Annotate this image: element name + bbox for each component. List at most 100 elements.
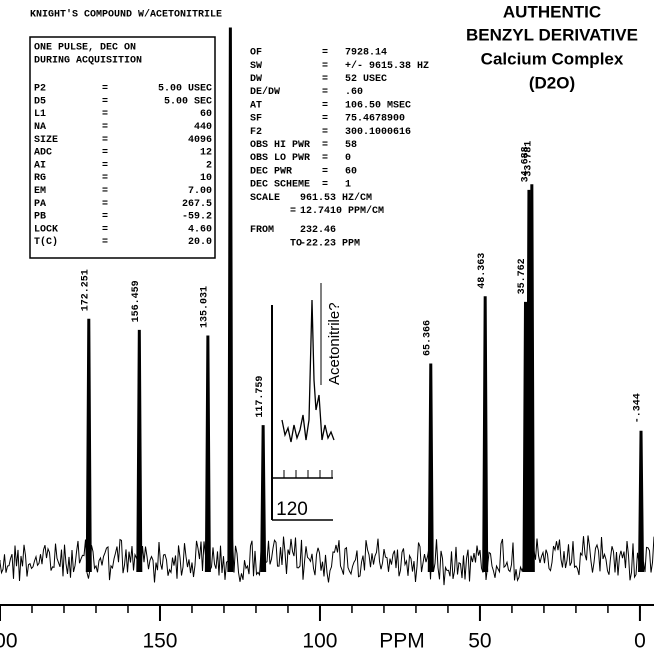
peak (260, 425, 267, 573)
param-key: AT (250, 100, 262, 111)
param-key: TO (290, 238, 302, 249)
param-sep: = (322, 153, 328, 164)
param-sep: = (322, 127, 328, 138)
param-key: PA (34, 199, 46, 210)
param-sep: = (102, 186, 108, 197)
param-sep: = (102, 173, 108, 184)
param-value: +/- 9615.38 HZ (345, 60, 429, 72)
param-value: 4.60 (188, 224, 212, 235)
param-key: AI (34, 160, 46, 171)
param-sep: = (102, 96, 108, 107)
param-value: 60 (200, 109, 212, 120)
x-tick-label: 100 (302, 630, 337, 653)
param-sep: = (102, 135, 108, 146)
param-value: 10 (200, 173, 212, 184)
param-sep: = (322, 100, 328, 111)
param-value: 5.00 USEC (158, 84, 212, 95)
param-sep: = (102, 224, 108, 235)
param-key: SIZE (34, 135, 58, 146)
param-value: 1 (345, 180, 351, 191)
param-value: -22.23 PPM (300, 238, 360, 249)
param-key: DEC PWR (250, 166, 292, 177)
peak (427, 363, 434, 573)
peak (528, 184, 535, 573)
param-sep: = (102, 212, 108, 223)
x-tick-label: 50 (468, 630, 491, 653)
param-value: 60 (345, 166, 357, 177)
annotation: Calcium Complex (481, 49, 624, 68)
param-value: 300.1000616 (345, 127, 411, 138)
param-key: DE/DW (250, 86, 280, 98)
inset: Acetonitrile? 120 (271, 283, 343, 521)
param-key: EM (34, 186, 46, 197)
x-tick-label: 0 (634, 630, 646, 653)
inset-label: Acetonitrile? (326, 302, 343, 385)
param-key: OBS LO PWR (250, 153, 310, 164)
annotation: BENZYL DERIVATIVE (466, 25, 638, 44)
peak-label: 48.363 (477, 253, 488, 289)
param-key: PB (34, 212, 46, 223)
param-key: SF (250, 114, 262, 125)
param-key: T(C) (34, 236, 58, 248)
param-value: 58 (345, 140, 357, 151)
inset-tick-label: 120 (276, 499, 308, 520)
param-sep: = (102, 160, 108, 171)
param-value: 2 (206, 160, 212, 171)
peak-label: 35.762 (517, 258, 528, 294)
param-sep: = (322, 48, 328, 59)
param-sep: = (322, 61, 328, 72)
x-tick-label: 200 (0, 630, 18, 653)
param-value: 20.0 (188, 237, 212, 248)
param-value: 5.00 SEC (164, 96, 212, 107)
param-value: 267.5 (182, 199, 212, 210)
peak-label: 65.366 (422, 320, 433, 356)
param-value: .60 (345, 87, 363, 98)
peak (482, 296, 489, 573)
peak-label: 34.688 (521, 146, 532, 182)
param-sep: = (102, 148, 108, 159)
param-sep: = (102, 199, 108, 210)
param-sep: = (102, 122, 108, 133)
param-value: 961.53 HZ/CM (300, 192, 372, 204)
param-value: 12.7410 PPM/CM (300, 205, 384, 217)
param-sep: = (102, 237, 108, 248)
param-key: L1 (34, 109, 46, 120)
param-key: OBS HI PWR (250, 140, 310, 151)
param-value: 232.46 (300, 225, 336, 236)
param-value: 7.00 (188, 186, 212, 197)
param-sep: = (322, 166, 328, 177)
peak (136, 329, 143, 573)
annotation: AUTHENTIC (503, 2, 601, 21)
param-value: 0 (345, 153, 351, 164)
acq-header: DURING ACQUISITION (34, 56, 142, 67)
param-sep: = (322, 114, 328, 125)
x-tick-label: 150 (142, 630, 177, 653)
peak-label: 117.759 (255, 376, 266, 418)
peak-label: -.344 (633, 393, 644, 423)
param-key: OF (250, 48, 262, 59)
param-key: SW (250, 61, 262, 72)
param-sep: = (322, 180, 328, 191)
chart-title: KNIGHT'S COMPOUND W/ACETONITRILE (30, 9, 222, 21)
param-value: 106.50 MSEC (345, 100, 411, 111)
param-key: NA (34, 122, 46, 133)
param-key: F2 (250, 127, 262, 138)
param-key: RG (34, 173, 46, 184)
param-sep: = (322, 74, 328, 85)
param-key: = (290, 206, 296, 217)
param-sep: = (322, 87, 328, 98)
param-value: 7928.14 (345, 48, 387, 59)
param-key: SCALE (250, 193, 280, 204)
acq-header: ONE PULSE, DEC ON (34, 43, 136, 54)
param-value: 52 USEC (345, 74, 387, 85)
x-axis-label: PPM (379, 630, 425, 653)
param-key: D5 (34, 96, 46, 107)
param-value: 440 (194, 122, 212, 133)
param-key: DEC SCHEME (250, 180, 310, 191)
param-value: 4096 (188, 135, 212, 146)
param-sep: = (102, 84, 108, 95)
param-sep: = (102, 109, 108, 120)
peak (638, 430, 645, 573)
param-key: P2 (34, 84, 46, 95)
